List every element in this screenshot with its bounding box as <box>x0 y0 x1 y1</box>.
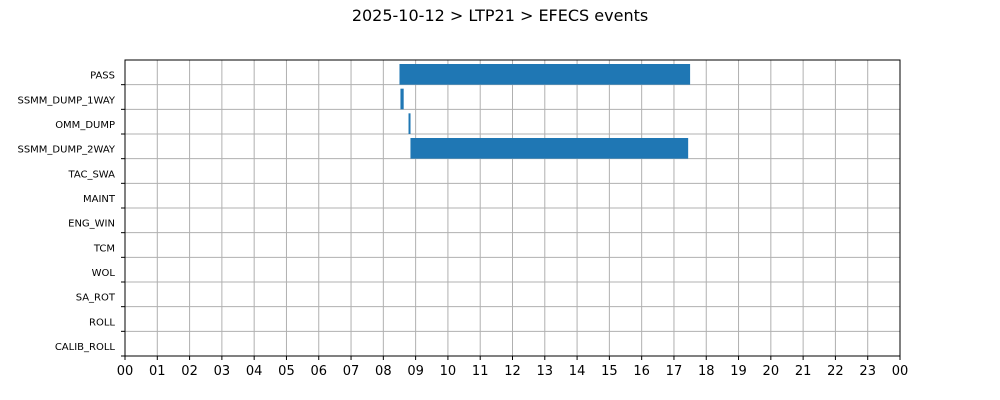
x-tick-label: 12 <box>504 364 521 379</box>
y-tick-label: CALIB_ROLL <box>55 342 116 353</box>
x-tick-label: 22 <box>827 364 844 379</box>
y-tick-label: ENG_WIN <box>68 219 115 230</box>
x-tick-label: 02 <box>181 364 198 379</box>
x-tick-label: 16 <box>633 364 650 379</box>
y-tick-label: SA_ROT <box>76 293 116 304</box>
x-tick-label: 17 <box>666 364 683 379</box>
y-tick-label: PASS <box>90 71 115 82</box>
y-tick-label: OMM_DUMP <box>55 120 115 131</box>
y-tick-label: TAC_SWA <box>67 169 115 180</box>
x-tick-label: 00 <box>892 364 909 379</box>
y-tick-label: TCM <box>93 243 115 254</box>
y-tick-label: WOL <box>92 268 116 279</box>
x-tick-label: 20 <box>763 364 780 379</box>
x-tick-label: 09 <box>407 364 424 379</box>
chart-title: 2025-10-12 > LTP21 > EFECS events <box>351 6 649 25</box>
event-bar-pass <box>399 64 691 85</box>
x-tick-label: 10 <box>440 364 457 379</box>
x-tick-label: 18 <box>698 364 715 379</box>
event-bar-ssmm-dump-1way <box>400 88 404 110</box>
x-tick-label: 13 <box>537 364 554 379</box>
x-tick-label: 04 <box>246 364 263 379</box>
x-tick-label: 05 <box>278 364 295 379</box>
x-tick-label: 23 <box>859 364 876 379</box>
x-tick-label: 08 <box>375 364 392 379</box>
x-tick-label: 03 <box>214 364 231 379</box>
event-bar-ssmm-dump-2way <box>410 138 689 159</box>
x-tick-label: 21 <box>795 364 812 379</box>
x-tick-label: 06 <box>310 364 327 379</box>
y-tick-label: SSMM_DUMP_1WAY <box>17 95 115 106</box>
event-bar-omm-dump <box>408 113 411 134</box>
y-tick-label: SSMM_DUMP_2WAY <box>17 145 115 156</box>
x-tick-label: 00 <box>117 364 134 379</box>
x-tick-label: 15 <box>601 364 618 379</box>
x-tick-label: 01 <box>149 364 166 379</box>
x-tick-label: 07 <box>343 364 360 379</box>
x-tick-label: 11 <box>472 364 489 379</box>
y-tick-label: MAINT <box>83 194 116 205</box>
x-tick-label: 19 <box>730 364 747 379</box>
y-tick-label: ROLL <box>89 317 115 328</box>
x-tick-label: 14 <box>569 364 586 379</box>
